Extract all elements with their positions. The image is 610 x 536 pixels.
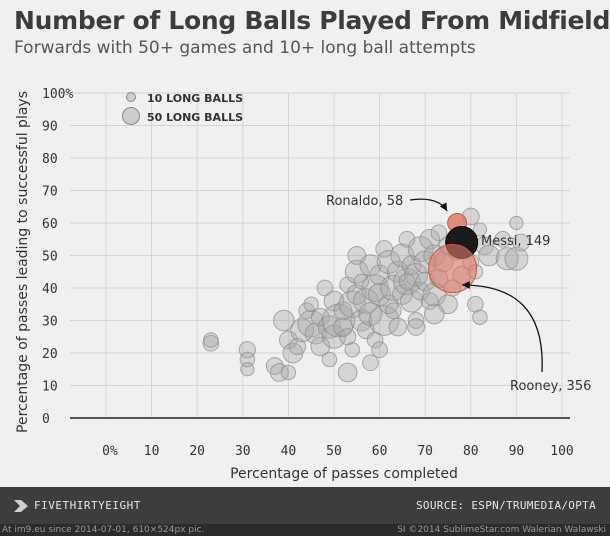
credit-right: SI ©2014 SublimeStar.com Walerian Walaws… bbox=[397, 525, 606, 535]
legend-bubble-small bbox=[126, 92, 136, 102]
y-tick-label: 10 bbox=[42, 380, 58, 395]
chart-subtitle: Forwards with 50+ games and 10+ long bal… bbox=[14, 38, 476, 58]
data-point bbox=[273, 309, 295, 332]
data-point bbox=[494, 230, 512, 248]
data-point bbox=[398, 230, 416, 248]
x-tick-label: 50 bbox=[326, 444, 342, 459]
data-point bbox=[362, 354, 379, 372]
data-point bbox=[420, 292, 439, 310]
x-tick-label: 10 bbox=[144, 444, 160, 459]
x-tick-label: 60 bbox=[372, 444, 388, 459]
brand-name: FIVETHIRTYEIGHT bbox=[34, 499, 141, 512]
scatter-chart: 0 10 20 30 40 50 60 70 80 90 100% 0% 10 20 30 40 50 60 70 8… bbox=[15, 87, 591, 482]
brand-logo-icon bbox=[14, 499, 28, 512]
annotation-messi: Messi, 149 bbox=[481, 234, 550, 249]
x-tick-label: 20 bbox=[189, 444, 205, 459]
data-point bbox=[472, 222, 488, 237]
footer-bar: FIVETHIRTYEIGHT SOURCE: ESPN/TRUMEDIA/OP… bbox=[0, 487, 610, 524]
data-point bbox=[472, 309, 488, 326]
legend-label-small: 10 LONG BALLS bbox=[147, 92, 243, 105]
x-tick-label: 0% bbox=[102, 444, 118, 459]
data-point bbox=[339, 328, 357, 346]
data-point bbox=[344, 341, 361, 358]
data-point bbox=[384, 302, 402, 320]
source-note: SOURCE: ESPN/TRUMEDIA/OPTA bbox=[416, 499, 596, 512]
data-point bbox=[398, 273, 416, 290]
x-tick-label: 90 bbox=[509, 444, 525, 459]
data-point bbox=[202, 334, 220, 352]
data-point bbox=[404, 262, 429, 288]
chart-title: Number of Long Balls Played From Midfiel… bbox=[14, 6, 610, 35]
y-tick-label: 90 bbox=[42, 120, 58, 135]
y-tick-label: 20 bbox=[42, 347, 58, 362]
data-point bbox=[411, 281, 431, 301]
data-point bbox=[369, 264, 390, 286]
legend-label-large: 50 LONG BALLS bbox=[147, 111, 243, 124]
data-point bbox=[478, 244, 500, 267]
x-axis-label: Percentage of passes completed bbox=[230, 466, 458, 482]
brand: FIVETHIRTYEIGHT bbox=[14, 499, 141, 512]
data-point bbox=[509, 215, 524, 231]
credit-left: At im9.eu since 2014-07-01, 610×524px pi… bbox=[2, 525, 205, 535]
y-tick-label: 60 bbox=[42, 217, 58, 232]
annotation-rooney: Rooney, 356 bbox=[510, 379, 591, 394]
data-point bbox=[430, 224, 448, 242]
data-point bbox=[310, 307, 330, 327]
y-tick-label: 0 bbox=[42, 412, 50, 427]
data-point bbox=[344, 259, 369, 284]
data-point bbox=[269, 363, 289, 382]
x-tick-label: 40 bbox=[281, 444, 297, 459]
y-axis-label: Percentage of passes leading to successf… bbox=[15, 91, 31, 433]
data-point bbox=[388, 317, 408, 337]
data-point bbox=[512, 233, 530, 252]
x-tick-label: 100 bbox=[550, 444, 573, 459]
arrow-rooney bbox=[461, 281, 543, 373]
data-point bbox=[407, 318, 425, 336]
y-tick-label: 30 bbox=[42, 315, 58, 330]
data-point bbox=[290, 318, 315, 343]
data-point bbox=[371, 341, 388, 359]
y-tick-label: 80 bbox=[42, 152, 58, 167]
arrow-ronaldo bbox=[409, 198, 448, 212]
image-credit-bar: At im9.eu since 2014-07-01, 610×524px pi… bbox=[0, 524, 610, 536]
data-point bbox=[304, 322, 327, 345]
highlight-point bbox=[428, 244, 478, 293]
data-point bbox=[278, 330, 298, 350]
data-point bbox=[337, 362, 358, 383]
data-point bbox=[495, 247, 519, 271]
data-point bbox=[240, 362, 255, 377]
y-tick-label: 40 bbox=[42, 282, 58, 297]
data-point bbox=[504, 246, 529, 271]
data-point bbox=[316, 279, 334, 297]
x-tick-label: 80 bbox=[463, 444, 479, 459]
data-point bbox=[419, 228, 441, 250]
legend-bubble-large bbox=[122, 107, 140, 125]
x-tick-label: 70 bbox=[417, 444, 433, 459]
data-point bbox=[303, 296, 319, 313]
y-tick-label: 70 bbox=[42, 185, 58, 200]
data-point bbox=[280, 364, 297, 381]
data-point bbox=[310, 336, 331, 357]
data-point bbox=[321, 351, 338, 368]
y-tick-label: 50 bbox=[42, 250, 58, 265]
y-tick-label: 100% bbox=[42, 87, 73, 102]
x-tick-label: 30 bbox=[235, 444, 251, 459]
data-point bbox=[288, 337, 307, 356]
data-point bbox=[407, 312, 425, 329]
data-point bbox=[203, 332, 219, 348]
data-point bbox=[423, 303, 445, 325]
annotation-ronaldo: Ronaldo, 58 bbox=[326, 194, 403, 209]
